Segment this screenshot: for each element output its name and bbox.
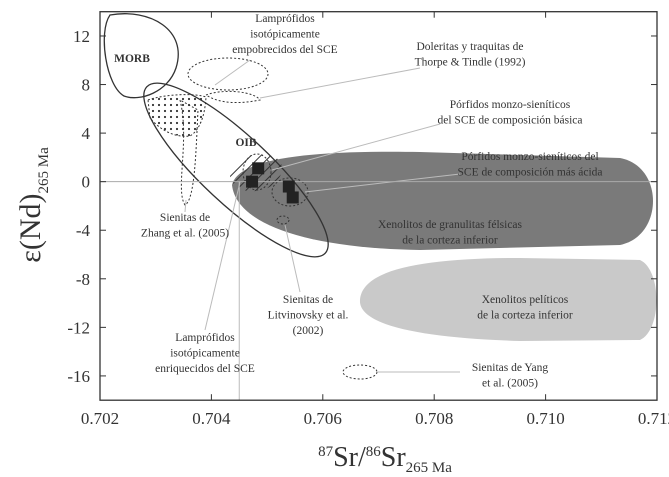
fields [103,13,657,380]
annotation: Sienitas de [160,212,210,224]
annotation: MORB [114,53,150,65]
annotation: enriquecidos del SCE [155,363,255,375]
y-tick-label: -16 [67,367,90,386]
zhang-field [179,99,199,206]
annotation: de la corteza inferior [477,310,573,322]
annotation: de la corteza inferior [402,235,498,247]
annotation: Lamprófidos [175,332,235,344]
leader-lines [184,59,461,373]
x-axis-label-part: Sr/ [333,442,366,473]
y-tick-label: 8 [82,76,91,95]
annotation: Sienitas de Yang [472,362,549,374]
y-tick-label: -12 [67,318,90,337]
annotation: isotópicamente [250,29,320,41]
annotation: OIB [235,137,256,149]
x-tick-label: 0.706 [304,409,342,428]
pelitic-field [359,258,657,341]
annotation: Litvinovsky et al. [268,310,349,322]
stippled-field [147,94,207,137]
annotation: Pórfidos monzo-sieníticos del [461,151,598,163]
y-tick-label: 12 [73,27,90,46]
point [286,191,299,204]
y-tick-label: -8 [76,270,90,289]
point [282,180,295,193]
granulite-field [232,151,653,250]
plot-frame [99,11,658,401]
morb-field [103,13,179,99]
annotation: Doleritas y traquitas de [417,41,524,53]
annotation: Xenolitos de granulitas félsicas [378,219,523,231]
depleted-lamp-field [187,57,269,91]
yang-field [342,364,378,380]
oib-field [143,82,329,258]
x-axis-label-part: 86 [366,444,382,460]
annotation: empobrecidos del SCE [232,44,337,56]
y-tick-label: 4 [82,124,91,143]
y-axis-label-part: 265 Ma [36,147,52,194]
annotation: del SCE de composición básica [438,115,583,127]
dolerite-field [204,90,261,104]
annotation: (2002) [293,325,324,337]
y-tick-label: 0 [82,173,91,192]
x-tick-label: 0.704 [192,409,231,428]
x-tick-label: 0.710 [526,409,564,428]
annotation: Thorpe & Tindle (1992) [415,57,526,69]
x-tick-label: 0.702 [81,409,119,428]
annotation: isotópicamente [170,348,240,360]
y-axis-label-part: ε(Nd) [14,194,47,263]
annotation: Sienitas de [283,294,333,306]
litvinovsky-field [276,215,290,225]
x-axis-label-part: 87 [318,444,334,460]
x-axis-label-part: 265 Ma [406,460,453,476]
point [246,175,259,188]
x-tick-label: 0.712 [638,409,669,428]
point [252,162,265,175]
x-axis-label-part: Sr [381,442,407,473]
y-tick-label: -4 [76,221,91,240]
basic-porph-field [242,153,272,191]
x-axis-label: 87Sr/86Sr265 Ma [318,442,452,476]
annotation: Pórfidos monzo-sieníticos [450,99,571,111]
annotation: Zhang et al. (2005) [141,228,229,240]
annotation: SCE de composición más ácida [458,167,603,179]
x-tick-label: 0.708 [415,409,453,428]
y-axis-label: ε(Nd)265 Ma [14,147,52,263]
annotation: Xenolitos pelíticos [482,294,569,306]
annotation: et al. (2005) [482,378,538,390]
annotation: Lamprófidos [255,13,315,25]
